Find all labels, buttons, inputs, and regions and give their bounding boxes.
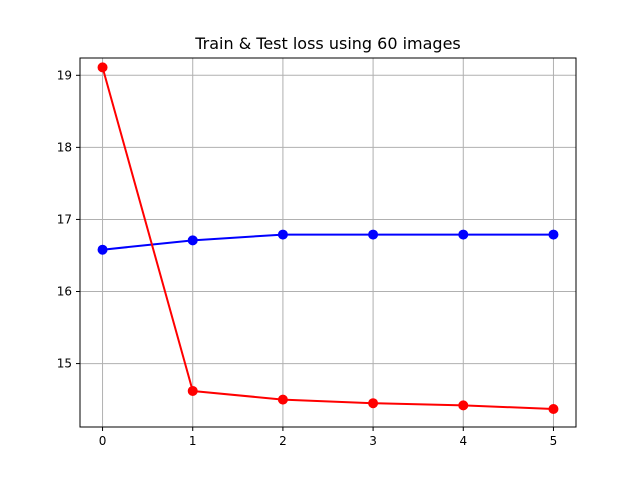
plot-frame xyxy=(79,57,577,428)
series-0-point xyxy=(368,229,379,240)
series-1-point xyxy=(97,62,108,73)
x-tick-label: 1 xyxy=(189,434,197,448)
series-1-point xyxy=(368,398,379,409)
series-layer xyxy=(97,62,559,414)
series-1-point xyxy=(277,394,288,405)
y-tick-label: 18 xyxy=(57,140,72,154)
series-0-point xyxy=(277,229,288,240)
x-tick-label: 3 xyxy=(369,434,377,448)
y-tick-label: 17 xyxy=(57,212,72,226)
y-tick-label: 15 xyxy=(57,357,72,371)
series-1-point xyxy=(458,400,469,411)
x-tick-label: 2 xyxy=(279,434,287,448)
chart-title: Train & Test loss using 60 images xyxy=(194,34,461,53)
series-0-point xyxy=(97,244,108,255)
series-0-point xyxy=(458,229,469,240)
series-1-point xyxy=(548,403,559,414)
series-0-point xyxy=(187,235,198,246)
series-1-line xyxy=(101,67,554,410)
y-tick-label: 19 xyxy=(57,68,72,82)
x-tick-label: 5 xyxy=(550,434,558,448)
x-tick-label: 4 xyxy=(459,434,467,448)
x-tick-label: 0 xyxy=(99,434,107,448)
series-0-point xyxy=(548,229,559,240)
axis-layer: 0 1 2 3 4 5 15 16 17 18 19 xyxy=(57,68,558,448)
series-0-line xyxy=(102,233,554,251)
series-1-point xyxy=(187,385,198,396)
y-tick-label: 16 xyxy=(57,285,72,299)
